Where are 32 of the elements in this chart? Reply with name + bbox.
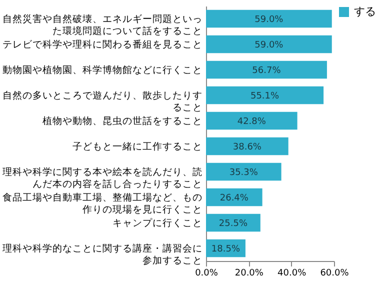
y-tick-label: 動物園や植物園、科学博物館などに行くこと	[2, 64, 202, 76]
data-label: 35.3%	[229, 168, 258, 178]
legend-label: する	[354, 5, 376, 18]
data-label: 56.7%	[252, 66, 282, 76]
bar	[206, 112, 298, 130]
y-tick-label: 理科や科学に関する本や絵本を読んだり、読んだ本の内容を話し合ったりすること	[2, 166, 202, 190]
x-tick-label: 60.0%	[320, 268, 350, 278]
data-label: 55.1%	[250, 91, 280, 102]
y-tick-label: 子どもと一緒に工作すること	[72, 141, 202, 152]
data-label: 25.5%	[218, 218, 248, 229]
y-tick-label: キャンプに行くこと	[112, 216, 202, 229]
data-label: 38.6%	[232, 142, 262, 152]
y-tick-label: 自然の多いところで遊んだり、散歩したりすること	[2, 89, 202, 114]
y-tick-label: テレビで科学や理科に関わる番組を見ること	[2, 38, 202, 50]
bar	[206, 162, 282, 181]
data-label: 18.5%	[211, 244, 240, 254]
data-label: 59.0%	[254, 40, 284, 50]
data-label: 42.8%	[237, 116, 266, 127]
x-tick-label: 0.0%	[195, 268, 218, 278]
y-tick-label: 食品工場や自動車工場、整備工場など、もの作りの現場を見に行くこと	[2, 191, 202, 216]
data-label: 59.0%	[254, 14, 284, 25]
x-tick-label: 40.0%	[278, 268, 307, 278]
bar	[206, 60, 327, 79]
data-label: 26.4%	[220, 193, 249, 204]
y-tick-label: 植物や動物、昆虫の世話をすること	[42, 114, 202, 127]
bar	[206, 35, 332, 54]
bar	[206, 10, 332, 28]
y-tick-label: 理科や科学的なことに関する講座・講習会に参加すること	[2, 242, 202, 266]
x-tick-label: 20.0%	[234, 268, 264, 278]
bar	[206, 137, 288, 156]
y-tick-label: 自然災害や自然破壊、エネルギー問題といった環境問題について話をすること	[2, 12, 202, 37]
bar	[206, 86, 324, 104]
